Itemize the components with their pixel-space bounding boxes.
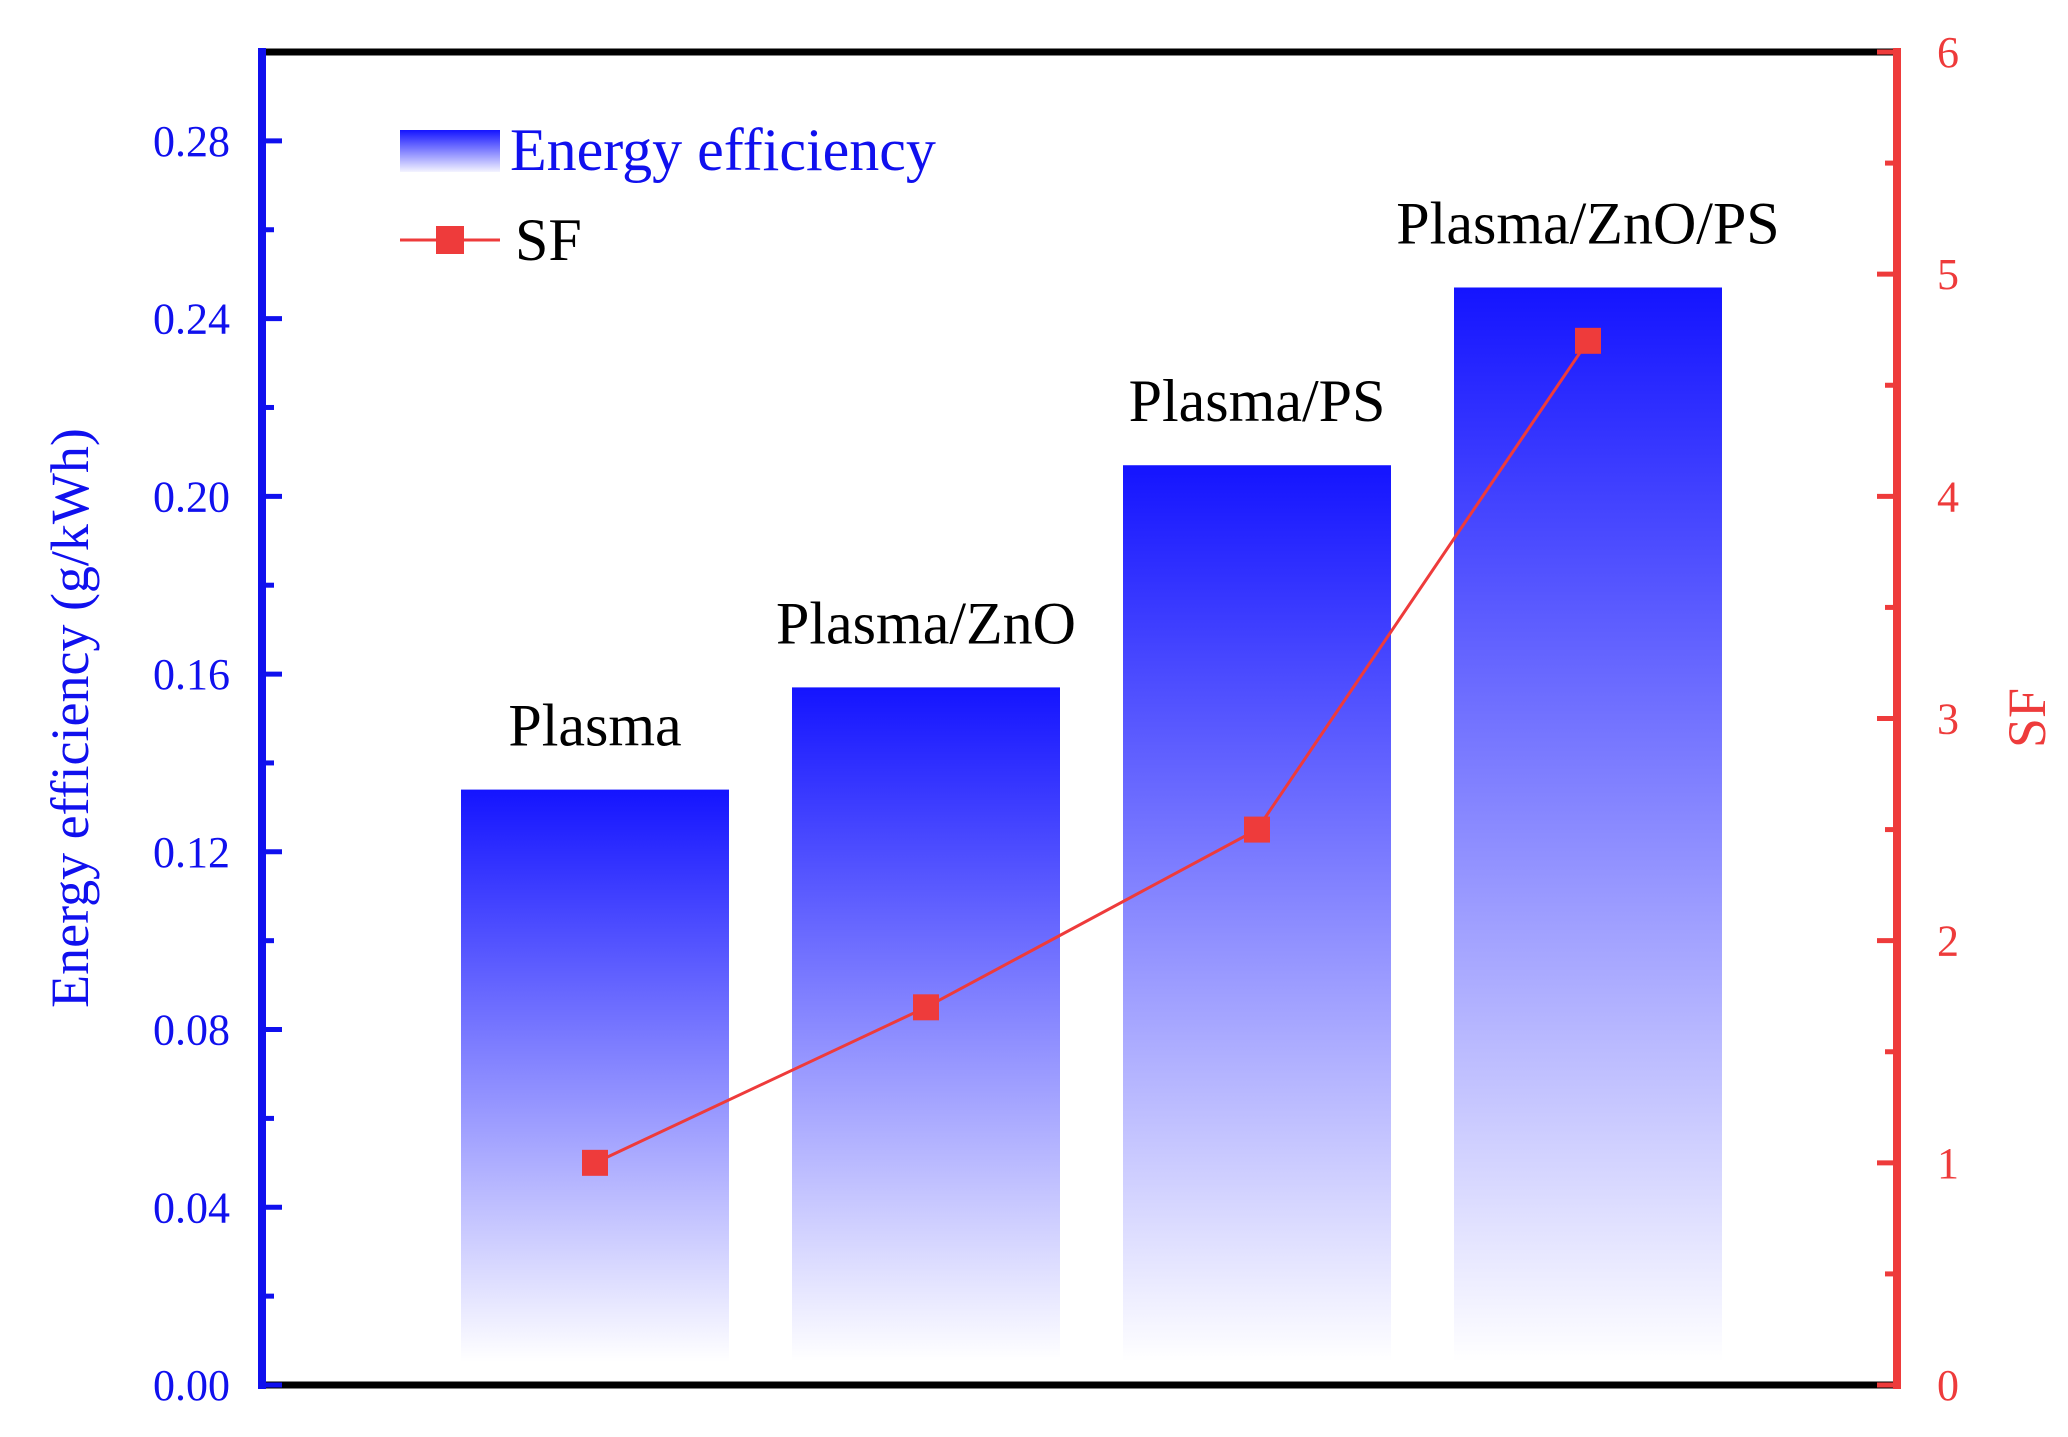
left-tick-label: 0.20 [153,472,230,521]
legend-sf: SF [515,207,582,273]
left-tick-label: 0.12 [153,828,230,877]
category-labels: Plasma Plasma/ZnO Plasma/PS Plasma/ZnO/PS [508,190,1779,758]
left-axis-title: Energy efficiency (g/kWh) [40,428,100,1008]
right-tick-label: 1 [1937,1139,1959,1188]
legend-sf-marker [436,226,464,254]
sf-marker-3 [1244,816,1270,843]
legend: Energy efficiency SF [400,117,936,273]
right-axis-ticks: 0 1 2 3 4 5 6 [1877,28,1959,1410]
sf-marker-1 [582,1149,608,1176]
bar-plasma [461,789,729,1362]
category-label-plasma-zno: Plasma/ZnO [776,590,1076,656]
legend-energy-efficiency: Energy efficiency [510,117,936,183]
legend-bar-swatch [400,130,500,172]
left-tick-label: 0.00 [153,1361,230,1410]
left-tick-label: 0.28 [153,117,230,166]
category-label-plasma-ps: Plasma/PS [1129,368,1386,434]
right-axis-title: SF [1997,688,2057,748]
sf-line-layer [582,327,1601,1176]
right-tick-label: 6 [1937,28,1959,77]
category-label-plasma-zno-ps: Plasma/ZnO/PS [1396,190,1779,256]
left-tick-label: 0.08 [153,1006,230,1055]
left-tick-label: 0.24 [153,295,230,344]
sf-line [594,339,1590,1165]
bars-layer [461,287,1722,1363]
right-tick-label: 5 [1937,250,1959,299]
left-axis-ticks: 0.00 0.04 0.08 0.12 0.16 0.20 0.24 0.28 [153,117,282,1410]
sf-marker-4 [1575,327,1601,354]
category-label-plasma: Plasma [508,693,681,759]
right-tick-label: 3 [1937,695,1959,744]
right-tick-label: 2 [1937,917,1959,966]
left-tick-label: 0.16 [153,650,230,699]
left-tick-label: 0.04 [153,1183,230,1232]
bar-plasma-ps [1123,465,1391,1363]
bar-plasma-zno-ps [1454,287,1722,1362]
right-tick-label: 0 [1937,1361,1959,1410]
bar-plasma-zno [792,687,1060,1362]
sf-marker-2 [913,994,939,1021]
right-tick-label: 4 [1937,472,1959,521]
